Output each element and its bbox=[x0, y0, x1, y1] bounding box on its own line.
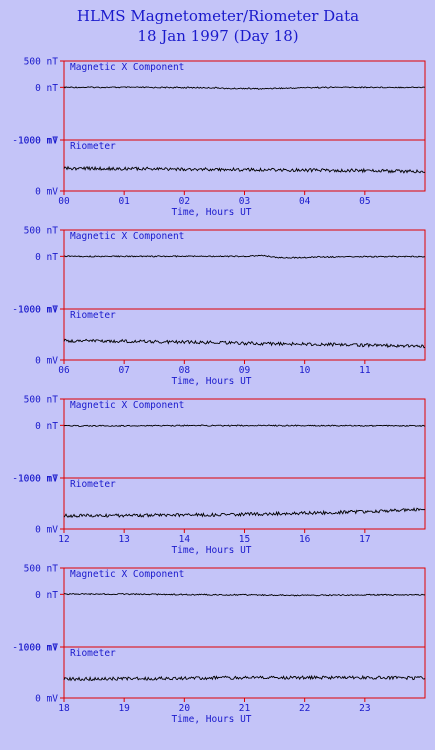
x-axis-label: Time, Hours UT bbox=[171, 207, 251, 218]
magnetic-ytick-label: -1000 nT bbox=[12, 474, 58, 485]
xtick-label: 17 bbox=[359, 534, 370, 545]
riometer-series-line-3 bbox=[63, 674, 426, 682]
magnetic-ytick-label: 500 nT bbox=[24, 564, 59, 575]
magnetic-series-line-1 bbox=[64, 254, 426, 259]
xtick-label: 20 bbox=[179, 703, 191, 714]
riometer-panel-label: Riometer bbox=[70, 310, 116, 321]
riometer-panel-frame-1 bbox=[63, 308, 426, 361]
chart-title: HLMS Magnetometer/Riometer Data bbox=[77, 7, 359, 25]
xtick-label: 02 bbox=[179, 196, 190, 207]
riometer-series-line-0 bbox=[63, 165, 426, 174]
xtick-label: 00 bbox=[58, 196, 70, 207]
riometer-ytick-label: 0 mV bbox=[35, 525, 58, 536]
chart-group-3: Magnetic X Component 500 nT 0 nT -1000 nT Ri… bbox=[12, 564, 426, 725]
xtick-label: 23 bbox=[359, 703, 370, 714]
magnetic-ytick-label: 0 nT bbox=[35, 252, 58, 263]
xtick-label: 14 bbox=[179, 534, 191, 545]
x-axis-label: Time, Hours UT bbox=[171, 376, 251, 387]
xtick-label: 03 bbox=[239, 196, 250, 207]
xtick-label: 11 bbox=[359, 365, 371, 376]
xtick-label: 05 bbox=[359, 196, 370, 207]
xtick-label: 21 bbox=[239, 703, 251, 714]
riometer-ytick-label: 0 mV bbox=[35, 694, 58, 705]
magnetic-ytick-label: -1000 nT bbox=[12, 643, 58, 654]
magnetic-ytick-label: 0 nT bbox=[35, 421, 58, 432]
riometer-ytick-label: 1000 mV bbox=[18, 474, 58, 485]
chart-group-2: Magnetic X Component 500 nT 0 nT -1000 nT Ri… bbox=[12, 395, 426, 556]
magnetic-ytick-label: 500 nT bbox=[24, 226, 59, 237]
xtick-label: 12 bbox=[58, 534, 69, 545]
magnetic-series-line-0 bbox=[63, 86, 425, 90]
xtick-label: 22 bbox=[299, 703, 310, 714]
x-axis-label: Time, Hours UT bbox=[171, 714, 251, 725]
xtick-label: 07 bbox=[118, 365, 129, 376]
magnetic-ytick-label: 0 nT bbox=[35, 83, 58, 94]
xtick-label: 08 bbox=[179, 365, 191, 376]
xtick-label: 09 bbox=[239, 365, 251, 376]
magnetic-panel-label: Magnetic X Component bbox=[70, 569, 184, 580]
xtick-label: 19 bbox=[118, 703, 130, 714]
riometer-ytick-label: 1000 mV bbox=[18, 305, 58, 316]
magnetic-ytick-label: 500 nT bbox=[24, 57, 59, 68]
xtick-label: 01 bbox=[118, 196, 130, 207]
riometer-panel-label: Riometer bbox=[70, 479, 116, 490]
magnetic-ytick-label: 0 nT bbox=[35, 590, 58, 601]
riometer-panel-frame-2 bbox=[63, 477, 426, 530]
xtick-label: 13 bbox=[118, 534, 129, 545]
magnetic-ytick-label: 500 nT bbox=[24, 395, 59, 406]
chart-group-0: Magnetic X Component 500 nT 0 nT -1000 nT Ri… bbox=[12, 57, 426, 218]
riometer-ytick-label: 0 mV bbox=[35, 187, 58, 198]
xtick-label: 15 bbox=[239, 534, 250, 545]
riometer-ytick-label: 0 mV bbox=[35, 356, 58, 367]
xtick-label: 18 bbox=[58, 703, 70, 714]
xtick-label: 10 bbox=[299, 365, 311, 376]
riometer-panel-label: Riometer bbox=[70, 141, 116, 152]
magnetic-panel-label: Magnetic X Component bbox=[70, 400, 184, 411]
riometer-ytick-label: 1000 mV bbox=[18, 136, 58, 147]
xtick-label: 16 bbox=[299, 534, 311, 545]
magnetic-series-line-2 bbox=[63, 424, 426, 427]
magnetic-ytick-label: -1000 nT bbox=[12, 305, 58, 316]
xtick-label: 06 bbox=[58, 365, 70, 376]
x-axis-label: Time, Hours UT bbox=[171, 545, 251, 556]
riometer-panel-frame-0 bbox=[63, 139, 426, 192]
magnetic-series-line-3 bbox=[63, 592, 426, 597]
riometer-panel-label: Riometer bbox=[70, 648, 116, 659]
riometer-series-line-2 bbox=[63, 507, 426, 519]
riometer-series-line-1 bbox=[63, 338, 426, 349]
riometer-panel-frame-3 bbox=[63, 646, 426, 699]
magnetic-panel-label: Magnetic X Component bbox=[70, 231, 184, 242]
magnetic-ytick-label: -1000 nT bbox=[12, 136, 58, 147]
xtick-label: 04 bbox=[299, 196, 311, 207]
chart-group-1: Magnetic X Component 500 nT 0 nT -1000 nT Ri… bbox=[12, 226, 426, 387]
riometer-ytick-label: 1000 mV bbox=[18, 643, 58, 654]
chart-subtitle: 18 Jan 1997 (Day 18) bbox=[137, 27, 298, 45]
magnetic-panel-label: Magnetic X Component bbox=[70, 62, 184, 73]
